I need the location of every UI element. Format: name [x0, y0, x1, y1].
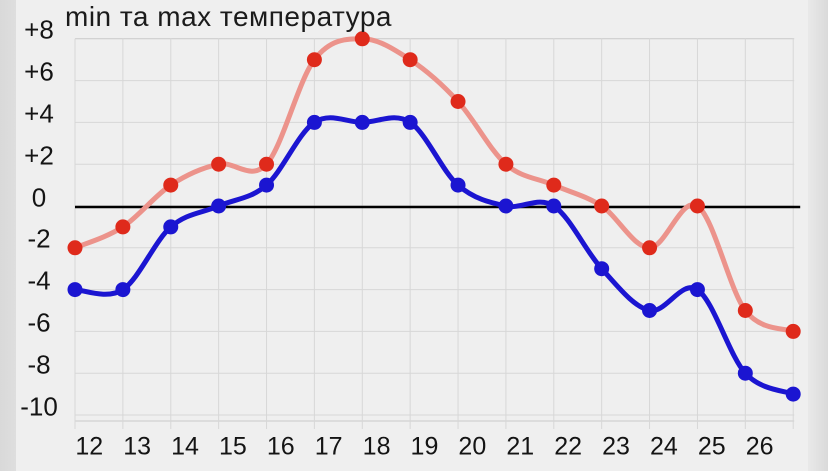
- min-temperature-point: [546, 198, 562, 214]
- min-temperature-point: [402, 114, 418, 130]
- x-tick-label: 12: [75, 432, 104, 461]
- min-temperature-point: [306, 114, 322, 130]
- y-tick-label: -8: [27, 349, 51, 380]
- x-tick-label: 17: [314, 432, 343, 461]
- x-tick-label: 13: [123, 432, 152, 461]
- y-tick-label: +6: [24, 56, 54, 87]
- y-tick-label: +8: [24, 14, 54, 45]
- max-temperature-point: [211, 156, 227, 172]
- min-temperature-point: [498, 198, 514, 214]
- min-temperature-point: [163, 219, 179, 235]
- max-temperature-point: [306, 52, 322, 68]
- x-tick-label: 15: [219, 432, 247, 461]
- min-temperature-point: [67, 282, 83, 298]
- min-temperature-point: [354, 114, 370, 130]
- max-temperature-point: [354, 31, 370, 47]
- max-temperature-line: [72, 36, 796, 334]
- min-temperature-point: [259, 177, 275, 193]
- max-temperature-point: [67, 240, 83, 256]
- min-temperature-point: [211, 198, 227, 214]
- x-tick-label: 20: [458, 432, 487, 461]
- max-temperature-point: [785, 323, 801, 339]
- x-tick-label: 21: [506, 432, 535, 461]
- left-gutter: [0, 0, 16, 471]
- max-temperature-point: [402, 52, 418, 68]
- max-temperature-point: [546, 177, 562, 193]
- y-tick-label: -2: [27, 223, 51, 254]
- x-tick-label: 14: [171, 432, 199, 461]
- right-gutter: [808, 0, 828, 471]
- y-tick-label: 0: [31, 182, 47, 212]
- chart-title: min та max температура: [65, 1, 392, 32]
- min-temperature-point: [642, 303, 658, 318]
- max-temperature-point: [115, 219, 131, 235]
- x-tick-label: 24: [649, 432, 678, 461]
- min-temperature-point: [689, 282, 705, 298]
- min-temperature-point: [737, 365, 753, 381]
- x-tick-label: 18: [362, 432, 391, 461]
- max-temperature-point: [498, 156, 514, 172]
- max-temperature-point: [163, 177, 179, 193]
- x-tick-label: 25: [697, 432, 726, 461]
- min-temperature-point: [450, 177, 466, 193]
- max-temperature-point: [737, 303, 753, 318]
- max-temperature-point: [259, 156, 275, 172]
- max-temperature-point: [450, 94, 466, 109]
- min-temperature-point: [115, 282, 131, 298]
- x-tick-label: 23: [602, 432, 630, 461]
- min-temperature-point: [785, 386, 801, 402]
- y-tick-label: +4: [24, 98, 54, 129]
- x-tick-label: 22: [554, 432, 582, 461]
- max-temperature-point: [642, 240, 658, 256]
- x-tick-label: 26: [745, 432, 774, 461]
- min-temperature-point: [594, 261, 610, 277]
- max-temperature-point: [594, 198, 610, 214]
- max-temperature-point: [689, 198, 705, 214]
- y-tick-label: +2: [24, 140, 54, 171]
- x-tick-label: 16: [266, 432, 295, 461]
- y-tick-label: -10: [20, 391, 58, 421]
- y-tick-label: -4: [27, 265, 51, 296]
- y-tick-label: -6: [27, 307, 51, 338]
- min-temperature-line: [72, 115, 796, 397]
- x-tick-label: 19: [410, 432, 439, 461]
